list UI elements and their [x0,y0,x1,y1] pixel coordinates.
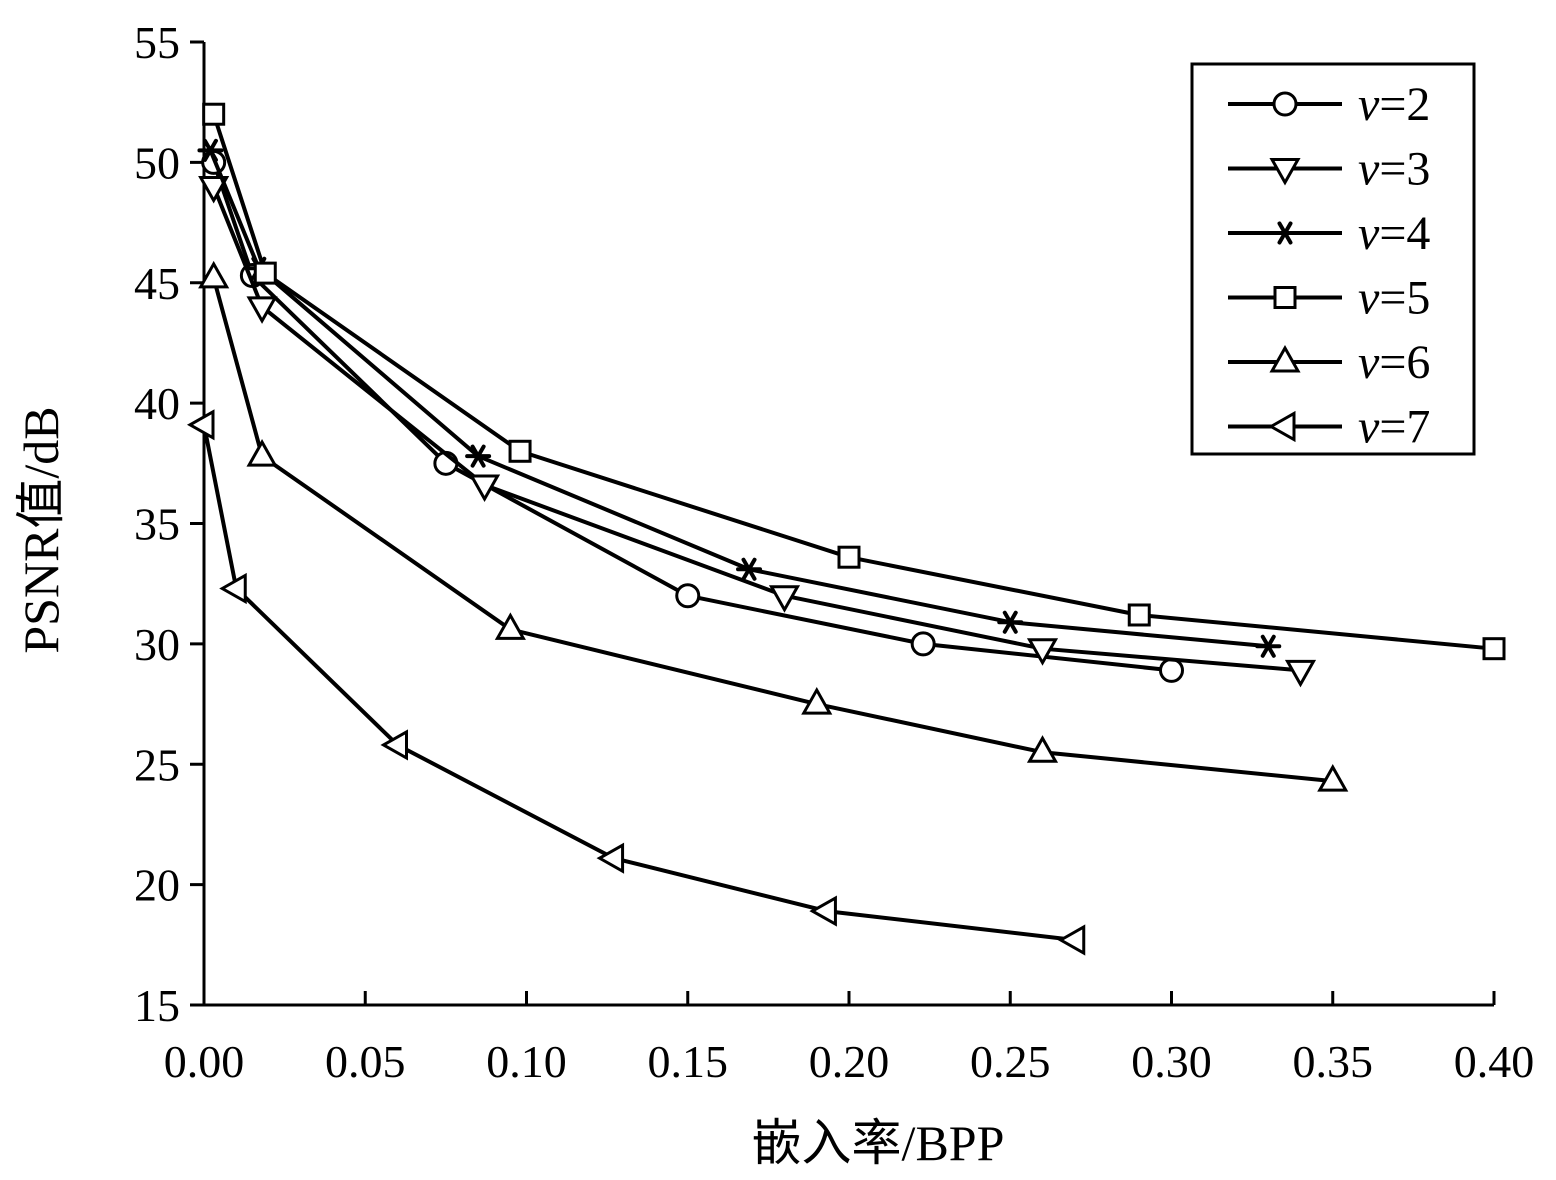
legend-marker [1269,158,1301,186]
data-point [246,439,278,467]
data-point [596,842,625,874]
data-point [997,610,1024,634]
legend-label: v=6 [1358,336,1430,389]
legend-item: v=6 [1228,336,1430,389]
legend-label-eq: =7 [1379,401,1430,454]
data-point [202,102,226,126]
x-tick-label: 0.40 [1454,1036,1535,1087]
x-tick-label: 0.05 [325,1036,406,1087]
series-line [211,161,1172,673]
legend-item: v=2 [1228,78,1430,131]
data-point [186,409,215,441]
data-point [801,687,833,715]
legend-label: v=3 [1358,143,1430,196]
data-point [675,583,701,609]
series-line [208,149,1269,649]
series-line [211,277,1333,784]
data-point [1057,924,1086,956]
legend-label-eq: =4 [1379,207,1430,260]
x-tick-label: 0.35 [1293,1036,1374,1087]
data-point [1026,638,1059,666]
data-point [197,138,224,162]
legend-label-eq: =3 [1379,143,1430,196]
y-tick-label: 45 [134,258,180,309]
legend-label: v=5 [1358,272,1430,325]
x-axis-ticks: 0.00 0.05 0.10 0.15 0.20 0.25 0.30 0.35 0.40 [164,991,1535,1087]
x-axis-title: 嵌入率/BPP [752,1115,1005,1171]
legend-label: v=4 [1358,207,1430,260]
data-point [1255,634,1282,658]
data-point [910,631,936,657]
data-point [1482,637,1506,661]
series-line [202,424,1075,942]
series-v=7 [186,409,1086,956]
legend-label-eq: =6 [1379,336,1430,389]
data-point [465,444,492,468]
data-point [219,572,247,605]
data-point [1317,764,1349,792]
legend-label-var: v [1358,143,1380,196]
data-point [837,545,861,569]
data-point [469,474,501,503]
data-point [1127,603,1151,627]
data-point [246,296,278,324]
legend-label-var: v [1358,336,1380,389]
legend-marker [1267,410,1296,443]
legend-box [1190,62,1476,456]
y-axis-ticks: 15 20 25 30 35 40 45 50 55 [134,17,204,1031]
series-layer [186,102,1506,956]
data-point [1026,735,1059,763]
x-tick-label: 0.30 [1131,1036,1212,1087]
y-tick-label: 25 [134,739,180,790]
legend-item: v=4 [1228,207,1430,260]
y-tick-label: 30 [134,619,180,670]
legend-label-var: v [1358,272,1380,325]
legend-marker [1273,286,1297,309]
series-line [211,185,1301,673]
legend: v=2v=3v=4v=5v=6v=7 [1190,62,1476,456]
data-point [253,261,277,285]
data-point [1284,659,1317,688]
data-point [198,260,230,289]
legend-label: v=7 [1358,401,1430,454]
y-tick-label: 50 [134,137,180,188]
legend-marker [1269,344,1301,373]
series-v=5 [202,102,1506,661]
y-tick-label: 20 [134,860,180,911]
x-tick-label: 0.25 [970,1036,1051,1087]
legend-marker [1272,221,1298,245]
y-tick-label: 40 [134,378,180,429]
y-axis-title: PSNR值/dB [13,406,69,653]
legend-label-eq: =5 [1379,272,1430,325]
data-point [768,585,801,613]
series-v=2 [201,149,1184,683]
data-point [198,175,230,204]
data-point [494,612,526,640]
y-tick-label: 15 [134,980,180,1031]
series-line [211,113,1495,651]
series-v=6 [198,260,1349,792]
legend-item: v=7 [1228,401,1430,454]
legend-label: v=2 [1358,78,1430,131]
x-tick-label: 0.15 [648,1036,729,1087]
data-point [1159,657,1184,683]
data-point [380,729,408,761]
legend-marker [1272,91,1298,117]
data-point [508,439,532,463]
legend-item: v=5 [1228,272,1430,325]
legend-label-eq: =2 [1379,78,1430,131]
legend-label-var: v [1358,207,1380,260]
data-point [736,557,763,581]
legend-label-var: v [1358,401,1380,454]
legend-label-var: v [1358,78,1380,131]
x-tick-label: 0.20 [809,1036,890,1087]
y-tick-label: 55 [134,17,180,68]
x-tick-label: 0.00 [164,1036,245,1087]
data-point [809,895,837,927]
legend-item: v=3 [1228,143,1430,196]
series-v=3 [198,175,1317,688]
x-tick-label: 0.10 [486,1036,567,1087]
y-tick-label: 35 [134,499,180,550]
